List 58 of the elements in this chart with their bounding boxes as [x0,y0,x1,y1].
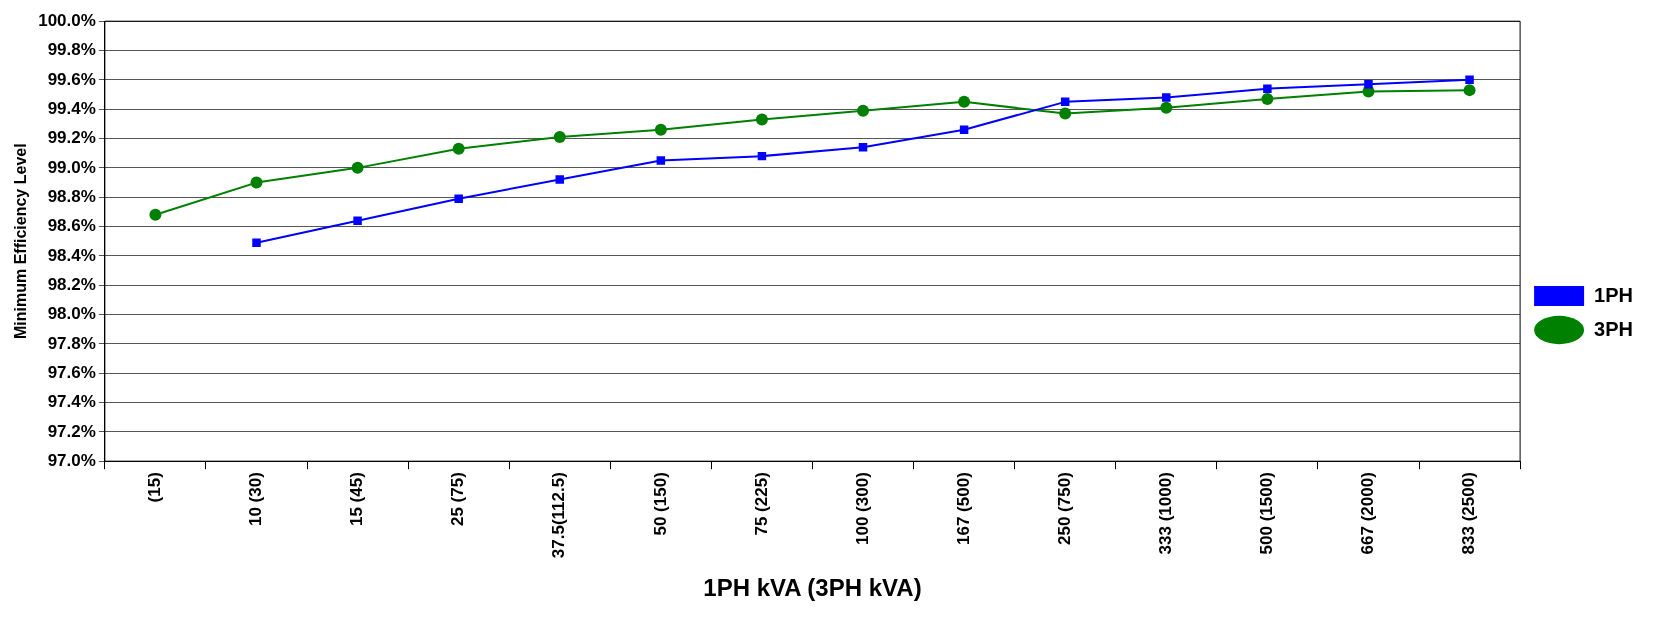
x-axis-title: 1PH kVA (3PH kVA) [703,574,922,602]
x-tick-label: 500 (1500) [1257,472,1277,555]
x-tick-label: 167 (500) [953,472,973,545]
x-tick-label: 25 (75) [448,472,468,527]
point [1160,101,1173,114]
x-tick-label: 100 (300) [852,472,872,545]
point [553,131,566,144]
y-tick-label: 97.0% [47,450,96,470]
point [1364,80,1373,89]
y-tick-label: 98.4% [47,245,96,265]
y-tick-label: 99.2% [47,128,96,148]
point [252,238,261,247]
point [250,176,263,189]
point [351,161,364,174]
point [454,194,463,203]
y-tick-label: 98.8% [47,186,96,206]
x-tick-label: 37.5(112.5) [549,472,569,559]
point [656,156,666,165]
point [149,208,162,221]
x-tick-label: (15) [145,472,165,503]
point [958,95,971,108]
point [1261,92,1274,105]
point [857,104,870,117]
y-tick-label: 98.0% [47,304,96,324]
y-tick-label: 99.4% [47,98,96,118]
y-tick-label: 98.2% [47,274,96,294]
x-tick-label: 333 (1000) [1155,472,1175,555]
point [353,216,362,225]
point [959,125,969,134]
x-tick-label: 833 (2500) [1459,472,1479,555]
legend-label: 3PH [1594,317,1633,340]
point [1059,107,1072,120]
point [1463,84,1476,97]
x-tick-label: 667 (2000) [1358,472,1378,555]
y-axis-title: Minimum Efficiency Level [12,143,30,339]
point [555,175,564,184]
y-tick-label: 97.6% [47,362,96,382]
x-tick-label: 50 (150) [650,472,670,536]
point [1263,84,1272,93]
y-tick-label: 97.2% [47,421,96,441]
point [858,143,868,152]
legend-label: 1PH [1594,283,1633,306]
point [452,142,465,155]
y-tick-label: 99.0% [47,157,96,177]
y-tick-label: 97.8% [47,333,96,353]
x-tick-label: 75 (225) [751,472,771,536]
y-tick-label: 99.6% [47,69,96,89]
x-tick-label: 250 (750) [1054,472,1074,545]
point [654,123,667,136]
x-tick-label: 15 (45) [347,472,367,527]
y-tick-label: 98.6% [47,216,96,236]
y-tick-label: 97.4% [47,392,96,412]
point [1162,93,1171,102]
point [1465,75,1474,85]
y-tick-label: 100.0% [38,10,96,30]
y-tick-label: 99.8% [47,40,96,60]
x-tick-label: 10 (30) [246,472,266,527]
point [755,113,768,126]
